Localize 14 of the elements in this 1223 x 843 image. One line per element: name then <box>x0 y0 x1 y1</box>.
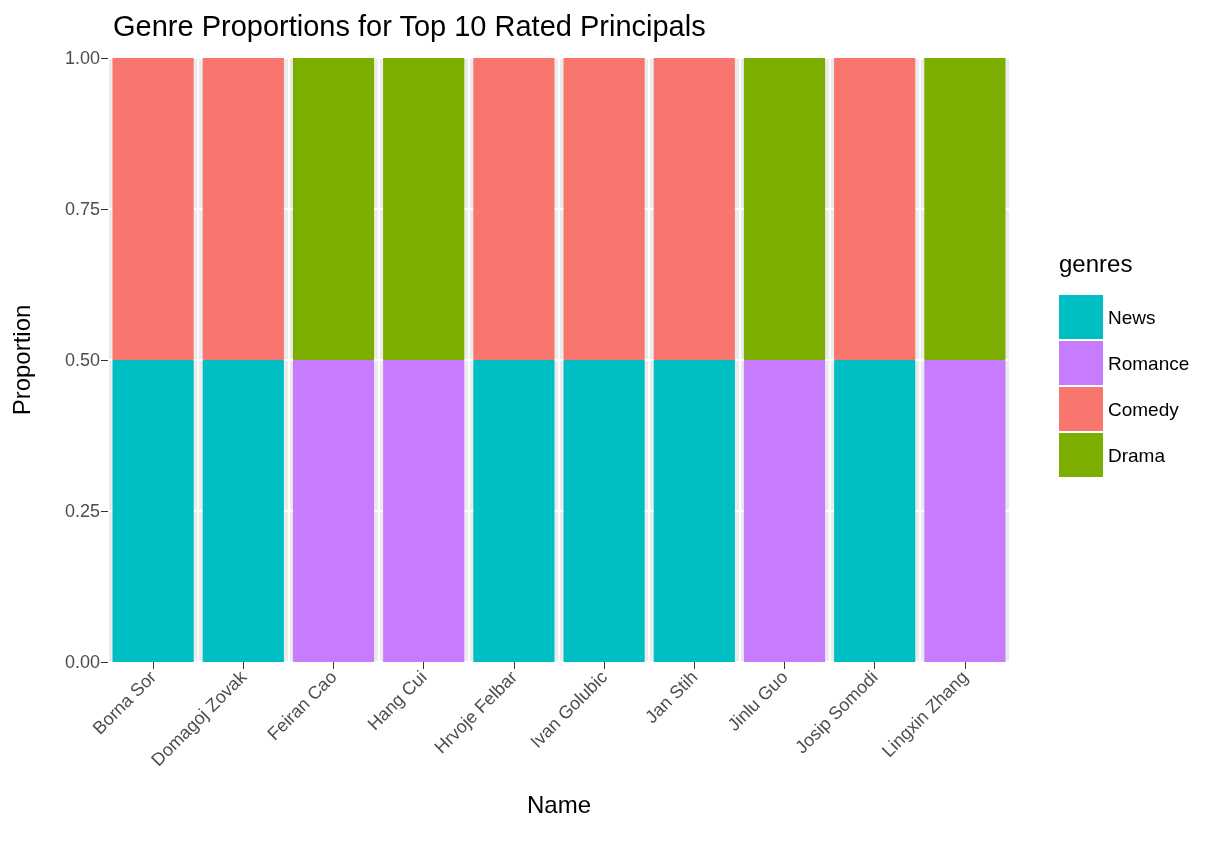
legend-label: Romance <box>1108 352 1190 374</box>
y-axis-title: Proportion <box>7 304 35 416</box>
chart-title: Genre Proportions for Top 10 Rated Principals <box>113 9 706 42</box>
y-tick-label: 0.00 <box>64 652 100 672</box>
legend-label: News <box>1108 306 1156 328</box>
y-tick-label: 1.00 <box>64 48 100 68</box>
legend-label: Comedy <box>1108 398 1180 420</box>
y-tick-label: 0.50 <box>64 350 100 370</box>
x-tick-label: Jan Stih <box>641 666 702 728</box>
legend-title: genres <box>1059 249 1133 277</box>
x-axis-title: Name <box>526 790 592 818</box>
y-tick-label: 0.75 <box>64 199 100 219</box>
legend-label: Drama <box>1108 444 1166 466</box>
y-tick-label: 0.25 <box>64 501 100 521</box>
